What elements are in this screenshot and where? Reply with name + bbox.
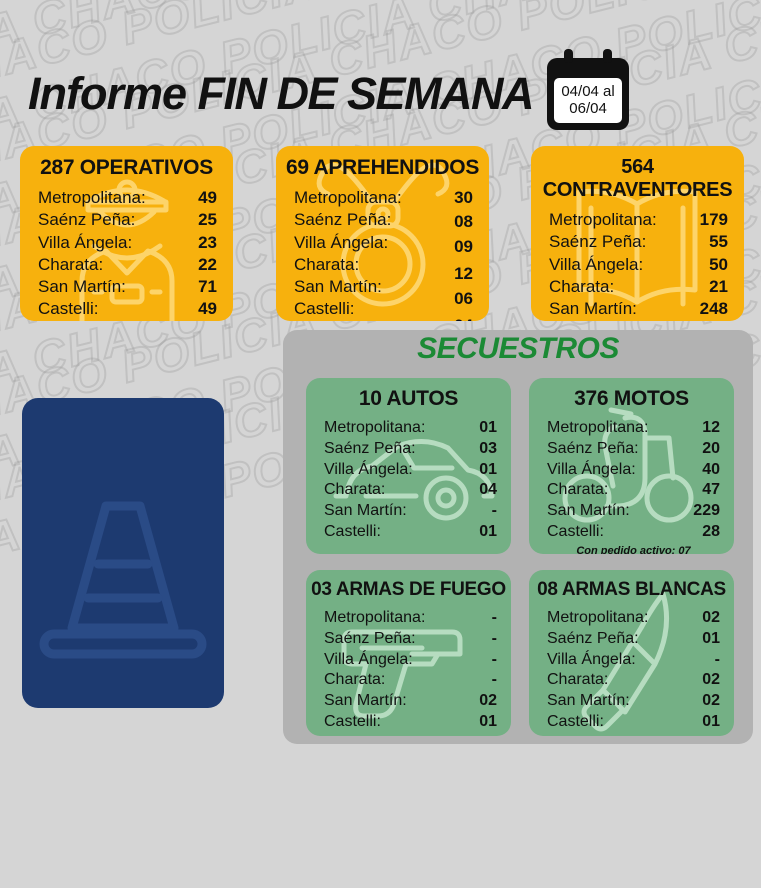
table-row: Saénz Peña: 03 <box>324 439 497 457</box>
card-title: 03 ARMAS DE FUEGO <box>311 579 506 600</box>
table-row: Castelli: 49 <box>38 299 217 319</box>
date-range-text: 04/04 al 06/04 <box>554 78 623 123</box>
motos-note: Con pedido activo: 07 <box>576 544 691 554</box>
card-title: 10 AUTOS <box>358 387 459 410</box>
table-row: Saénz Peña: 20 <box>547 439 720 457</box>
table-row: Metropolitana: - <box>324 609 497 626</box>
table-row: San Martín: 02 <box>547 692 720 710</box>
table-row: Villa Ángela: 01 <box>324 460 497 478</box>
table-row: Charata: 22 <box>38 254 217 274</box>
calendar-tab-left <box>564 49 574 63</box>
table-row: San Martín: 71 <box>38 277 217 297</box>
card-policia-caminera: POLICÍA CAMINERA Infracciones Detectadas… <box>22 398 224 708</box>
table-row: Castelli: 01 <box>324 522 497 540</box>
table-row: Metropolitana: 49 <box>38 188 217 207</box>
table-row: Villa Ángela: 09 <box>294 232 473 256</box>
table-row: San Martín: 06 <box>294 277 473 309</box>
stat-rows: Metropolitana: 02 Saénz Peña: 01 Villa Áng… <box>529 608 734 733</box>
table-row: Castelli: 01 <box>547 712 720 730</box>
table-row: Villa Ángela: 40 <box>547 460 720 478</box>
table-row: San Martín: - <box>324 502 497 520</box>
title-heavy-part: FIN DE SEMANA <box>197 68 535 119</box>
table-row: Metropolitana: 01 <box>324 419 497 436</box>
page-title: Informe FIN DE SEMANA <box>28 68 535 120</box>
table-row: Saénz Peña: 55 <box>549 232 728 252</box>
calendar-tab-right <box>603 49 613 63</box>
table-row: Metropolitana: 02 <box>547 609 720 626</box>
table-row: Charata: 04 <box>324 481 497 499</box>
table-row: Charata: - <box>324 671 497 689</box>
card-motos: 376 MOTOS Metropolitana: 12 Saénz Peña: 20… <box>529 378 734 554</box>
table-row: Metropolitana: 12 <box>547 419 720 436</box>
table-row: Villa Ángela: - <box>547 650 720 668</box>
stat-rows: Metropolitana: 179 Saénz Peña: 55 Villa Án… <box>531 209 744 321</box>
calendar-icon: 04/04 al 06/04 <box>547 49 630 130</box>
card-armas-fuego: 03 ARMAS DE FUEGO Metropolitana: - Saénz … <box>306 570 511 736</box>
table-row: Metropolitana: 30 <box>294 188 473 207</box>
table-row: Villa Ángela: 50 <box>549 254 728 274</box>
card-title: 564 CONTRAVENTORES <box>542 156 733 201</box>
secuestros-heading: SECUESTROS <box>417 332 619 365</box>
title-light-part: Informe <box>28 68 198 119</box>
table-row: Castelli:11 <box>549 320 728 321</box>
card-title: 69 APREHENDIDOS <box>285 156 480 179</box>
card-contraventores: 564 CONTRAVENTORES Metropolitana: 179 Saé… <box>531 146 744 321</box>
card-operativos: 287 OPERATIVOS Metropolitana: 49 Saénz Pe… <box>20 146 233 321</box>
table-row: Villa Ángela: - <box>324 650 497 668</box>
stat-rows: Metropolitana: - Saénz Peña: - Villa Ángel… <box>306 608 511 733</box>
table-row: Charata: 02 <box>547 671 720 689</box>
stat-rows: Metropolitana: 49 Saénz Peña: 25 Villa Áng… <box>20 187 233 321</box>
table-row: Saénz Peña: 08 <box>294 210 473 232</box>
table-row: Castelli: 01 <box>324 712 497 730</box>
table-row: Charata: 21 <box>549 276 728 296</box>
card-title: 08 ARMAS BLANCAS <box>537 579 726 600</box>
table-row: San Martín: 229 <box>547 502 720 520</box>
table-row: Saénz Peña: - <box>324 629 497 647</box>
table-row: San Martín: 02 <box>324 692 497 710</box>
page-header: Informe FIN DE SEMANA 04/04 al 06/04 <box>28 49 739 136</box>
card-title: 376 MOTOS <box>574 387 689 410</box>
card-autos: 10 AUTOS Metropolitana: 01 Saénz Peña: 03 … <box>306 378 511 554</box>
table-row: Castelli:04 <box>294 299 473 321</box>
table-row: San Martín: 248 <box>549 299 728 319</box>
traffic-cone-icon <box>39 501 207 659</box>
table-row: Charata: 47 <box>547 481 720 499</box>
stat-rows: Metropolitana: 01 Saénz Peña: 03 Villa Áng… <box>306 418 511 543</box>
card-aprehendidos: 69 APREHENDIDOS Metropolitana: 30 Saénz P… <box>276 146 489 321</box>
table-row: Castelli: 28 <box>547 522 720 540</box>
stat-rows: Metropolitana: 30 Saénz Peña: 08 Villa Áng… <box>276 187 489 321</box>
card-armas-blancas: 08 ARMAS BLANCAS Metropolitana: 02 Saénz … <box>529 570 734 736</box>
table-row: Saénz Peña: 25 <box>38 210 217 230</box>
card-title: 287 OPERATIVOS <box>40 156 213 179</box>
stat-rows: Metropolitana: 12 Saénz Peña: 20 Villa Áng… <box>529 418 734 554</box>
table-row: Villa Ángela: 23 <box>38 232 217 252</box>
table-row: Metropolitana: 179 <box>549 210 728 229</box>
table-row: Saénz Peña: 01 <box>547 629 720 647</box>
table-row: Charata: 12 <box>294 254 473 283</box>
